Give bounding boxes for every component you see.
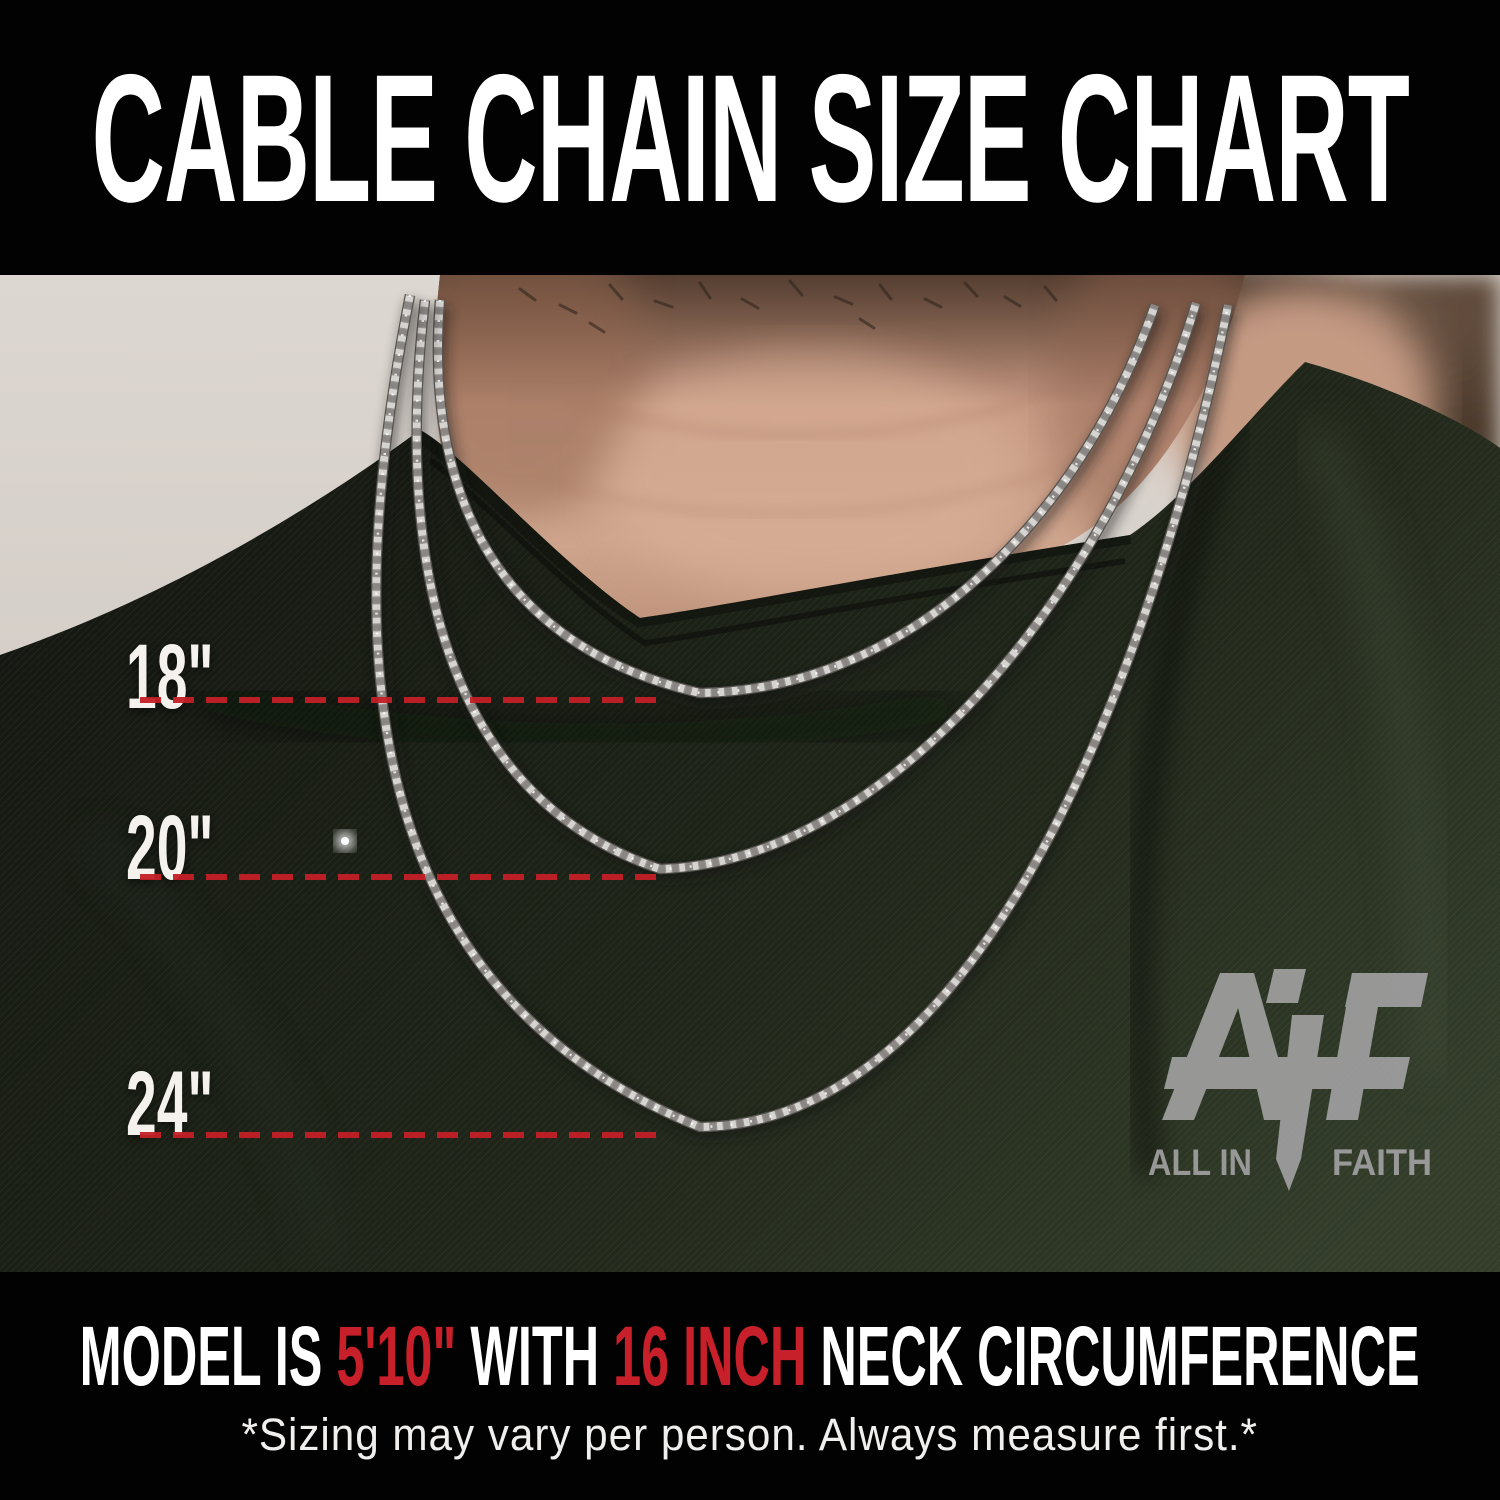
title-banner: CABLE CHAIN SIZE CHART: [0, 0, 1500, 275]
logo-word-faith: FAITH: [1332, 1142, 1432, 1183]
disclaimer: *Sizing may vary per person. Always meas…: [241, 1409, 1259, 1460]
photo-scene: [0, 275, 1500, 1272]
chain-24-inch: [335, 295, 1231, 1133]
aif-monogram: [1162, 969, 1428, 1191]
model-info-conjunction: WITH: [470, 1309, 600, 1403]
model-info-line: MODEL IS 5'10" WITH 16 INCH NECK CIRCUMF…: [80, 1314, 1420, 1398]
page-title-text: CABLE CHAIN SIZE CHART: [91, 35, 1409, 240]
model-neck-value: 16 INCH: [613, 1309, 807, 1403]
stubble-texture: [518, 279, 1058, 334]
aif-logo: ALL IN FAITH: [1146, 963, 1436, 1213]
model-info-prefix: MODEL IS: [80, 1309, 323, 1403]
model-photo: 18" 20" 24" ALL IN FAITH: [0, 275, 1500, 1272]
logo-word-all-in: ALL IN: [1148, 1142, 1252, 1183]
model-height-value: 5'10": [336, 1309, 457, 1403]
page-title: CABLE CHAIN SIZE CHART: [0, 47, 1500, 229]
model-info-suffix: NECK CIRCUMFERENCE: [820, 1309, 1420, 1403]
footer-banner: MODEL IS 5'10" WITH 16 INCH NECK CIRCUMF…: [0, 1272, 1500, 1500]
